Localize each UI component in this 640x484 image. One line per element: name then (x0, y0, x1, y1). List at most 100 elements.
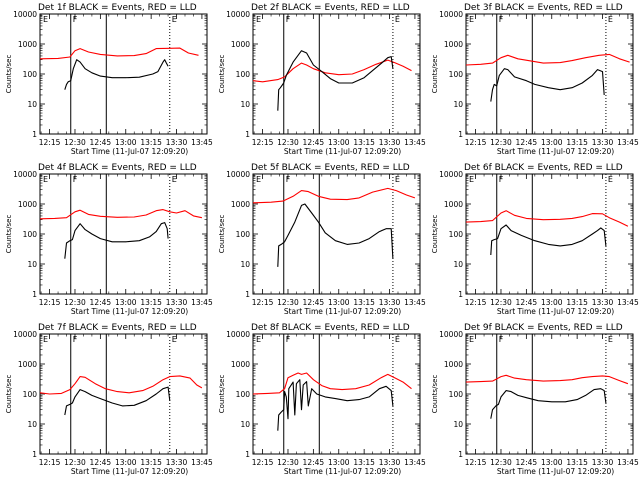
x-tick-label: 12:15 (39, 298, 61, 307)
marker-label-e: E (172, 15, 177, 24)
x-axis-label: Start Time (11-Jul-07 12:09:20) (284, 467, 401, 476)
series-events-line (490, 68, 605, 102)
x-tick-label: 13:30 (166, 138, 188, 147)
y-tick-label: 10 (453, 420, 463, 429)
y-tick-label: 100 (236, 390, 251, 399)
y-tick-label: 100 (449, 70, 464, 79)
marker-label-e: E (469, 175, 474, 184)
x-tick-label: 12:30 (277, 138, 299, 147)
series-events-line (64, 386, 171, 416)
panel-title: Det 3f BLACK = Events, RED = LLD (464, 3, 623, 13)
y-tick-label: 1 (458, 290, 463, 299)
x-tick-label: 13:00 (328, 298, 350, 307)
y-tick-label: 10000 (13, 10, 37, 19)
y-tick-label: 100 (449, 390, 464, 399)
y-tick-label: 10 (27, 260, 37, 269)
x-tick-label: 13:45 (617, 298, 639, 307)
y-tick-label: 1000 (231, 360, 250, 369)
panel-title: Det 5f BLACK = Events, RED = LLD (251, 163, 410, 173)
marker-label-e: E (469, 15, 474, 24)
y-tick-label: 10 (27, 100, 37, 109)
x-tick-label: 12:45 (90, 138, 112, 147)
x-tick-label: 12:45 (303, 298, 325, 307)
x-tick-label: 13:45 (404, 298, 426, 307)
marker-label-e: E (256, 175, 261, 184)
panel-title: Det 6f BLACK = Events, RED = LLD (464, 163, 623, 173)
x-tick-label: 13:15 (566, 298, 588, 307)
y-tick-label: 10 (240, 420, 250, 429)
x-tick-label: 12:15 (465, 458, 487, 467)
y-axis-label: Counts/sec (5, 375, 13, 414)
y-axis-label: Counts/sec (218, 215, 226, 254)
y-tick-label: 1000 (231, 40, 250, 49)
x-tick-label: 12:45 (516, 138, 538, 147)
y-tick-label: 100 (236, 230, 251, 239)
y-tick-label: 1 (245, 450, 250, 459)
marker-label-e: E (43, 15, 48, 24)
series-events-line (490, 224, 607, 256)
x-tick-label: 13:00 (328, 458, 350, 467)
marker-label-f: F (286, 15, 291, 24)
y-tick-label: 1 (245, 130, 250, 139)
y-tick-label: 10000 (13, 330, 37, 339)
marker-label-f: F (73, 175, 78, 184)
x-tick-label: 12:15 (465, 138, 487, 147)
y-tick-label: 1 (458, 450, 463, 459)
marker-label-f: F (499, 15, 504, 24)
x-axis-label: Start Time (11-Jul-07 12:09:20) (497, 307, 614, 316)
series-events-line (277, 203, 394, 267)
x-axis-label: Start Time (11-Jul-07 12:09:20) (497, 147, 614, 156)
x-tick-label: 13:15 (353, 138, 375, 147)
x-tick-label: 13:30 (379, 298, 401, 307)
y-tick-label: 10 (453, 100, 463, 109)
x-tick-label: 13:15 (140, 458, 162, 467)
panel: Det 4f BLACK = Events, RED = LLD 1 10 100 10… (5, 163, 213, 316)
x-tick-label: 13:30 (379, 458, 401, 467)
series-lld-line (252, 372, 412, 395)
x-tick-label: 13:45 (617, 458, 639, 467)
marker-label-f: F (73, 15, 78, 24)
y-tick-label: 1 (245, 290, 250, 299)
marker-label-f: F (286, 335, 291, 344)
marker-label-f: F (286, 175, 291, 184)
x-tick-label: 13:45 (191, 298, 213, 307)
x-tick-label: 13:30 (592, 138, 614, 147)
marker-label-e: E (395, 335, 400, 344)
x-tick-label: 12:45 (303, 138, 325, 147)
marker-label-e: E (43, 335, 48, 344)
x-tick-label: 12:30 (64, 458, 86, 467)
x-tick-label: 12:45 (90, 298, 112, 307)
x-tick-label: 12:30 (490, 298, 512, 307)
x-tick-label: 13:45 (404, 138, 426, 147)
y-tick-label: 1000 (444, 360, 463, 369)
series-lld-line (465, 374, 629, 385)
series-lld-line (252, 187, 416, 204)
series-events-line (490, 388, 607, 419)
y-tick-label: 10 (27, 420, 37, 429)
series-events-line (64, 222, 169, 259)
y-axis-label: Counts/sec (5, 215, 13, 254)
plot-frame (252, 333, 421, 455)
x-tick-label: 12:45 (516, 458, 538, 467)
y-axis-label: Counts/sec (5, 55, 13, 94)
plot-frame (39, 333, 208, 455)
x-axis-label: Start Time (11-Jul-07 12:09:20) (284, 307, 401, 316)
x-tick-label: 13:30 (166, 458, 188, 467)
y-tick-label: 1 (458, 130, 463, 139)
x-tick-label: 12:30 (277, 298, 299, 307)
y-tick-label: 10000 (13, 170, 37, 179)
x-tick-label: 13:15 (140, 298, 162, 307)
x-axis-label: Start Time (11-Jul-07 12:09:20) (284, 147, 401, 156)
marker-label-e: E (608, 15, 613, 24)
marker-label-e: E (469, 335, 474, 344)
series-lld-line (39, 209, 203, 220)
panel-title: Det 9f BLACK = Events, RED = LLD (464, 323, 623, 333)
y-tick-label: 10000 (439, 330, 463, 339)
y-axis-label: Counts/sec (218, 55, 226, 94)
x-tick-label: 13:00 (115, 458, 137, 467)
x-tick-label: 13:00 (328, 138, 350, 147)
y-tick-label: 1000 (231, 200, 250, 209)
panel: Det 3f BLACK = Events, RED = LLD 1 10 100 10… (431, 3, 639, 156)
plot-frame (465, 173, 634, 295)
